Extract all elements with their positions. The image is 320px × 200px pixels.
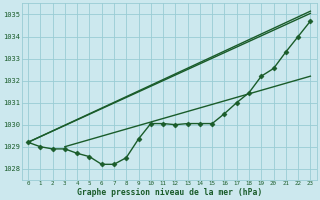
X-axis label: Graphe pression niveau de la mer (hPa): Graphe pression niveau de la mer (hPa) — [76, 188, 262, 197]
